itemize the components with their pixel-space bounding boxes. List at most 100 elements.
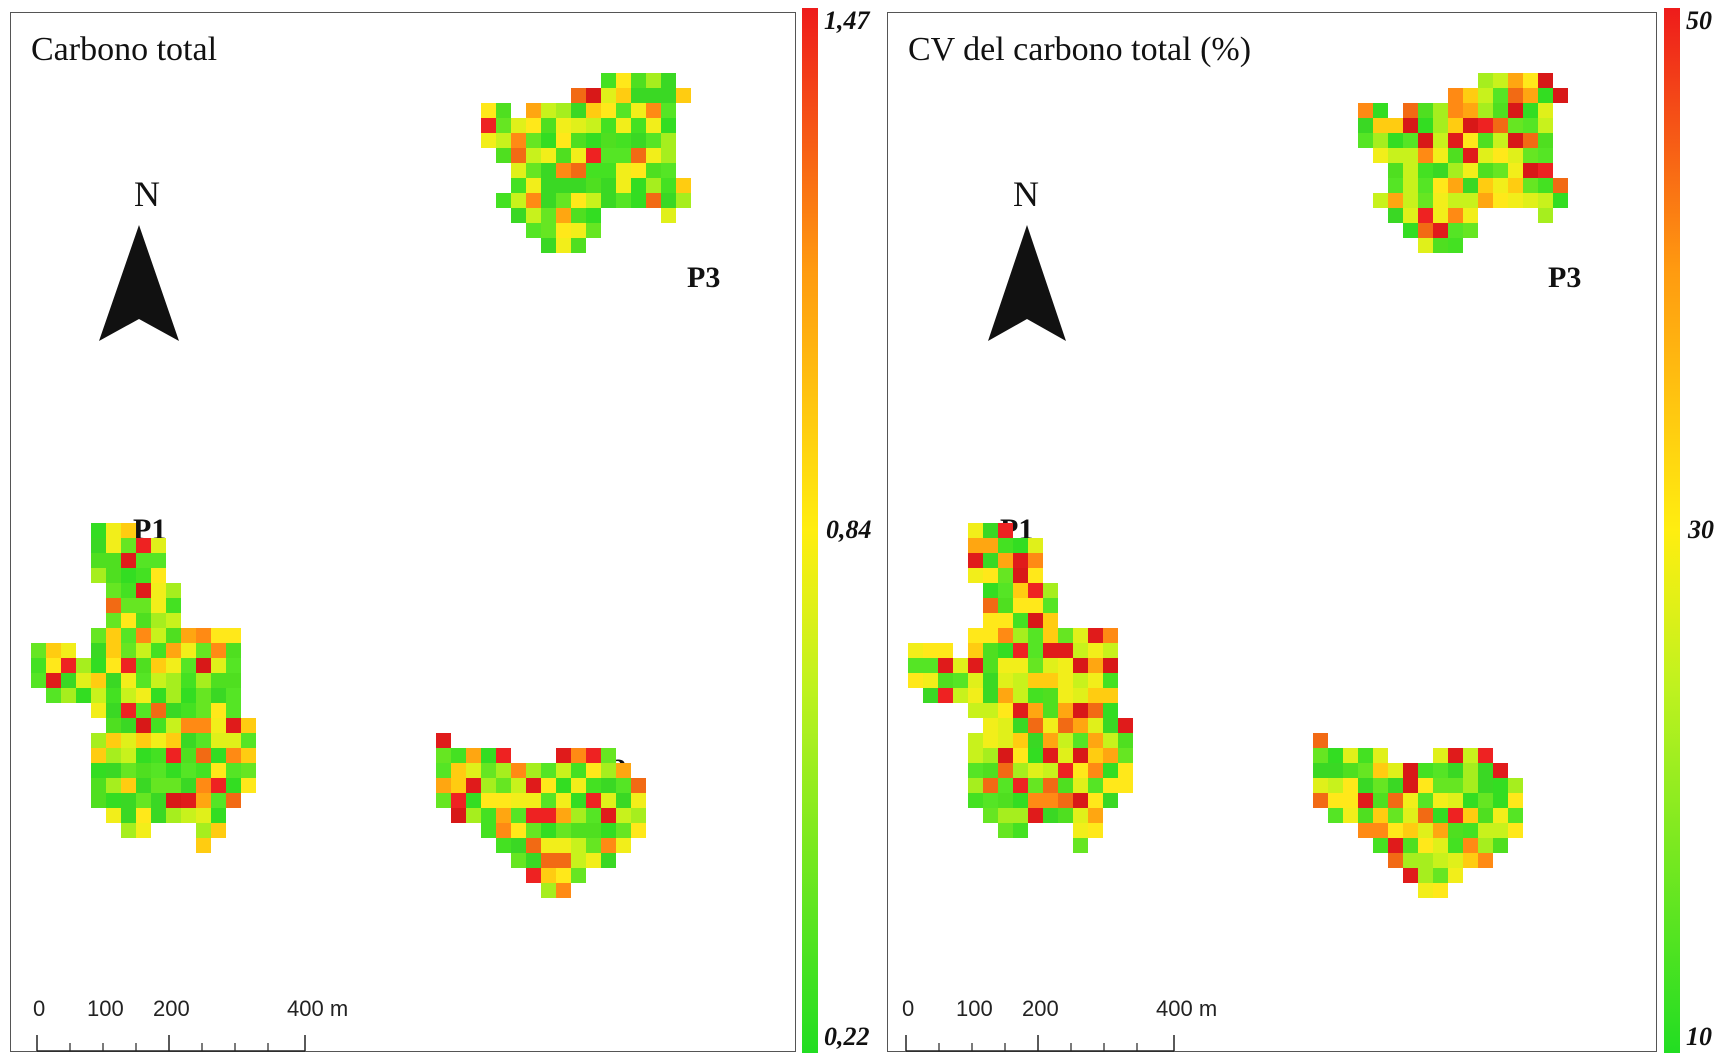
raster-cell <box>601 193 616 208</box>
raster-cell <box>211 628 226 643</box>
raster-cell <box>571 208 586 223</box>
raster-cell <box>151 643 166 658</box>
raster-cell <box>121 718 136 733</box>
raster-cell <box>181 763 196 778</box>
raster-cell <box>938 673 953 688</box>
raster-cell <box>983 673 998 688</box>
raster-cell <box>1373 148 1388 163</box>
raster-cell <box>121 628 136 643</box>
raster-cell <box>1553 178 1568 193</box>
raster-cell <box>1478 793 1493 808</box>
raster-cell <box>968 628 983 643</box>
raster-cell <box>106 703 121 718</box>
raster-cell <box>1463 118 1478 133</box>
raster-cell <box>938 643 953 658</box>
raster-cell <box>226 778 241 793</box>
raster-cell <box>586 748 601 763</box>
raster-cell <box>526 148 541 163</box>
raster-cell <box>556 748 571 763</box>
raster-cell <box>1538 148 1553 163</box>
raster-cell <box>106 658 121 673</box>
raster-cell <box>1418 823 1433 838</box>
raster-cell <box>451 748 466 763</box>
raster-cell <box>616 823 631 838</box>
raster-cell <box>1373 793 1388 808</box>
raster-cell <box>106 748 121 763</box>
raster-cell <box>1433 883 1448 898</box>
raster-cell <box>1523 178 1538 193</box>
raster-cell <box>616 778 631 793</box>
raster-cell <box>586 103 601 118</box>
raster-cell <box>1508 778 1523 793</box>
raster-cell <box>1553 193 1568 208</box>
raster-cell <box>226 748 241 763</box>
raster-cell <box>661 118 676 133</box>
raster-cell <box>46 673 61 688</box>
raster-cell <box>1403 868 1418 883</box>
raster-cell <box>616 88 631 103</box>
scale-bar <box>905 1035 1175 1052</box>
raster-cell <box>151 733 166 748</box>
raster-cell <box>1448 748 1463 763</box>
raster-cell <box>923 658 938 673</box>
raster-cell <box>541 823 556 838</box>
raster-cell <box>496 838 511 853</box>
raster-cell <box>1508 193 1523 208</box>
raster-cell <box>61 688 76 703</box>
raster-cell <box>998 643 1013 658</box>
raster-cell <box>526 793 541 808</box>
raster-cell <box>616 763 631 778</box>
raster-cell <box>106 688 121 703</box>
raster-cell <box>151 793 166 808</box>
raster-cell <box>511 163 526 178</box>
raster-cell <box>226 763 241 778</box>
raster-cell <box>1373 763 1388 778</box>
raster-cell <box>998 658 1013 673</box>
raster-cell <box>496 118 511 133</box>
raster-cell <box>526 763 541 778</box>
raster-cell <box>511 178 526 193</box>
raster-cell <box>556 178 571 193</box>
raster-cell <box>1358 823 1373 838</box>
raster-cell <box>166 613 181 628</box>
raster-cell <box>1388 808 1403 823</box>
raster-cell <box>1478 838 1493 853</box>
raster-cell <box>923 688 938 703</box>
raster-cell <box>526 178 541 193</box>
raster-cell <box>1478 808 1493 823</box>
raster-cell <box>586 208 601 223</box>
raster-cell <box>923 643 938 658</box>
raster-cell <box>106 808 121 823</box>
raster-cell <box>1538 193 1553 208</box>
raster-cell <box>1103 628 1118 643</box>
raster-cell <box>121 658 136 673</box>
raster-cell <box>1403 133 1418 148</box>
color-ramp-legend <box>802 8 818 1053</box>
raster-cell <box>1313 748 1328 763</box>
raster-cell <box>46 688 61 703</box>
raster-cell <box>136 553 151 568</box>
raster-cell <box>481 823 496 838</box>
raster-cell <box>1028 673 1043 688</box>
raster-cell <box>646 193 661 208</box>
raster-cell <box>1418 223 1433 238</box>
raster-cell <box>1493 763 1508 778</box>
raster-cell <box>166 763 181 778</box>
raster-cell <box>1493 178 1508 193</box>
raster-cell <box>983 553 998 568</box>
raster-cell <box>121 703 136 718</box>
raster-cell <box>1013 688 1028 703</box>
raster-cell <box>1013 643 1028 658</box>
raster-cell <box>151 568 166 583</box>
raster-cell <box>1448 118 1463 133</box>
raster-cell <box>586 793 601 808</box>
map-title: Carbono total <box>31 31 218 68</box>
raster-cell <box>241 748 256 763</box>
raster-cell <box>481 793 496 808</box>
raster-cell <box>1418 163 1433 178</box>
raster-cell <box>1403 163 1418 178</box>
raster-cell <box>631 73 646 88</box>
raster-cell <box>211 703 226 718</box>
raster-cell <box>226 703 241 718</box>
raster-cell <box>1463 778 1478 793</box>
